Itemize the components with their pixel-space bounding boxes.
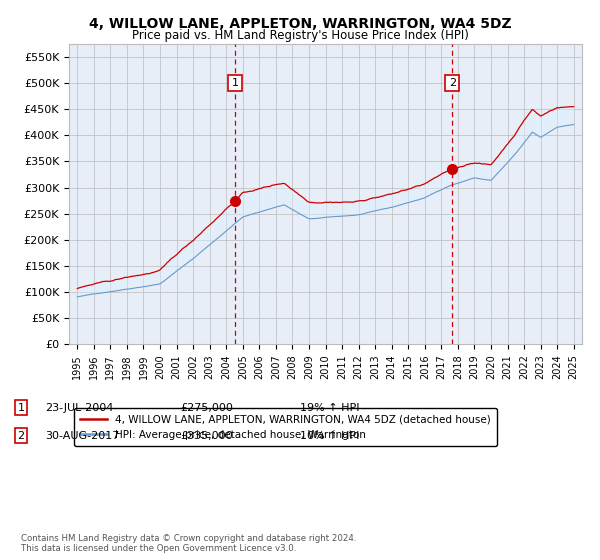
Text: £335,000: £335,000 <box>180 431 233 441</box>
Legend: 4, WILLOW LANE, APPLETON, WARRINGTON, WA4 5DZ (detached house), HPI: Average pri: 4, WILLOW LANE, APPLETON, WARRINGTON, WA… <box>74 408 497 446</box>
Text: 19% ↑ HPI: 19% ↑ HPI <box>300 403 359 413</box>
Text: 1: 1 <box>232 78 239 88</box>
Text: 1: 1 <box>17 403 25 413</box>
Text: £275,000: £275,000 <box>180 403 233 413</box>
Text: 30-AUG-2017: 30-AUG-2017 <box>45 431 119 441</box>
Text: Contains HM Land Registry data © Crown copyright and database right 2024.
This d: Contains HM Land Registry data © Crown c… <box>21 534 356 553</box>
Text: 2: 2 <box>17 431 25 441</box>
Text: 4, WILLOW LANE, APPLETON, WARRINGTON, WA4 5DZ: 4, WILLOW LANE, APPLETON, WARRINGTON, WA… <box>89 17 511 31</box>
Text: 23-JUL-2004: 23-JUL-2004 <box>45 403 113 413</box>
Text: Price paid vs. HM Land Registry's House Price Index (HPI): Price paid vs. HM Land Registry's House … <box>131 29 469 42</box>
Text: 2: 2 <box>449 78 456 88</box>
Text: 10% ↑ HPI: 10% ↑ HPI <box>300 431 359 441</box>
